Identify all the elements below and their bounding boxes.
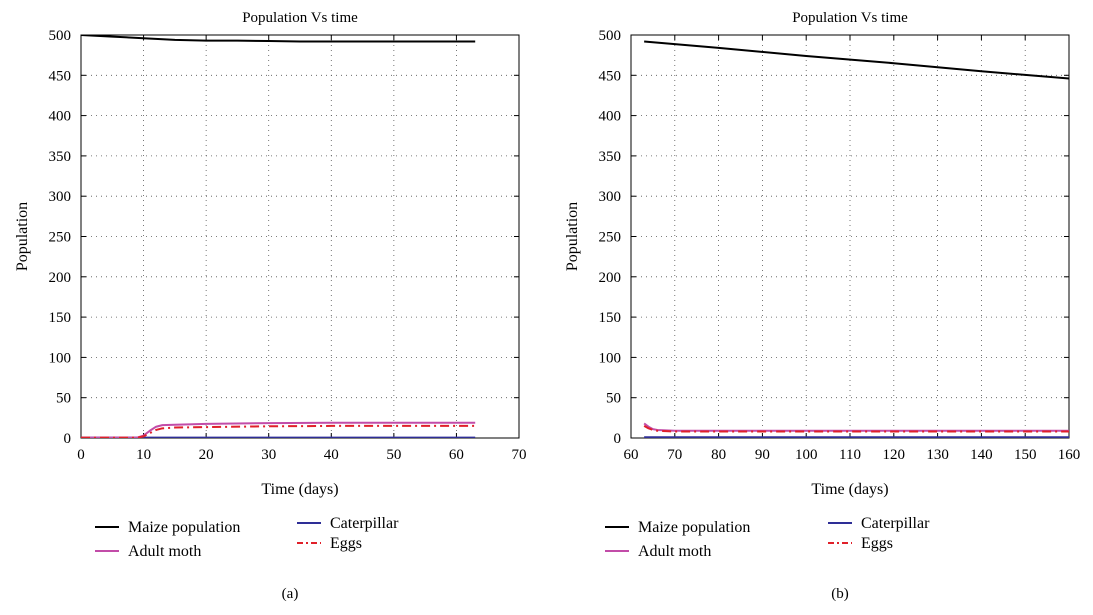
x-tick-label: 80	[711, 447, 726, 463]
x-tick-label: 60	[624, 447, 639, 463]
y-tick-label: 0	[614, 431, 622, 447]
y-tick-label: 100	[599, 350, 622, 366]
series-line-eggs	[81, 424, 476, 438]
y-axis-label: Population	[14, 202, 31, 271]
legend-label: Adult moth	[128, 543, 201, 560]
legend-label: Eggs	[330, 535, 362, 552]
panel-label: (a)	[282, 586, 299, 602]
y-tick-label: 450	[599, 68, 622, 84]
legend: Maize population Caterpillar Adult moth Egg…	[605, 515, 930, 560]
legend-label: Maize population	[638, 519, 750, 536]
x-tick-label: 50	[386, 447, 401, 463]
chart-title: Population Vs time	[242, 10, 358, 26]
chart-panel-b: 60 70 80 90 100 110 120 130 140 150 160 0 50 100 150 20…	[564, 10, 1080, 602]
legend-label: Caterpillar	[861, 515, 930, 532]
x-tick-label: 70	[667, 447, 682, 463]
y-tick-label: 350	[49, 149, 72, 165]
y-tick-label: 500	[49, 28, 72, 44]
chart-panel-a: 0 10 20 30 40 50 60 70 0 50 100 150 200 250 300 350 400 4…	[14, 10, 527, 602]
y-tick-label: 100	[49, 350, 72, 366]
series-line-eggs	[643, 425, 1069, 433]
legend-label: Caterpillar	[330, 515, 399, 532]
y-tick-label: 300	[599, 189, 622, 205]
y-tick-label: 200	[599, 270, 622, 286]
x-tick-label: 130	[926, 447, 949, 463]
y-axis-label: Population	[564, 202, 581, 271]
series-line-adult-moth	[643, 422, 1069, 432]
x-tick-label: 30	[261, 447, 276, 463]
x-axis-label: Time (days)	[261, 481, 338, 498]
y-tick-label: 50	[56, 391, 71, 407]
y-tick-label: 200	[49, 270, 72, 286]
x-tick-label: 150	[1014, 447, 1037, 463]
y-tick-label: 50	[606, 391, 621, 407]
x-tick-label: 0	[77, 447, 85, 463]
panel-label: (b)	[831, 586, 849, 602]
legend: Maize population Caterpillar Adult moth Egg…	[95, 515, 399, 560]
x-tick-label: 160	[1058, 447, 1081, 463]
x-tick-label: 90	[755, 447, 770, 463]
y-tick-label: 300	[49, 189, 72, 205]
y-tick-label: 350	[599, 149, 622, 165]
x-tick-label: 40	[324, 447, 339, 463]
x-axis-label: Time (days)	[811, 481, 888, 498]
chart-title: Population Vs time	[792, 10, 908, 26]
series-line-maize-population	[644, 40, 1069, 80]
x-tick-label: 60	[449, 447, 464, 463]
y-tick-label: 150	[49, 310, 72, 326]
y-tick-label: 150	[599, 310, 622, 326]
x-tick-label: 100	[795, 447, 818, 463]
legend-label: Maize population	[128, 519, 240, 536]
y-tick-label: 0	[64, 431, 72, 447]
x-tick-label: 10	[136, 447, 151, 463]
y-tick-label: 450	[49, 68, 72, 84]
series-line-maize-population	[81, 35, 476, 43]
x-tick-label: 70	[512, 447, 527, 463]
y-tick-label: 400	[49, 109, 72, 125]
x-tick-label: 20	[199, 447, 214, 463]
y-tick-label: 400	[599, 109, 622, 125]
y-tick-label: 250	[49, 230, 72, 246]
x-tick-label: 110	[839, 447, 861, 463]
legend-label: Eggs	[861, 535, 893, 552]
y-tick-label: 250	[599, 230, 622, 246]
legend-label: Adult moth	[638, 543, 711, 560]
x-tick-label: 120	[883, 447, 906, 463]
x-tick-label: 140	[970, 447, 993, 463]
y-tick-label: 500	[599, 28, 622, 44]
